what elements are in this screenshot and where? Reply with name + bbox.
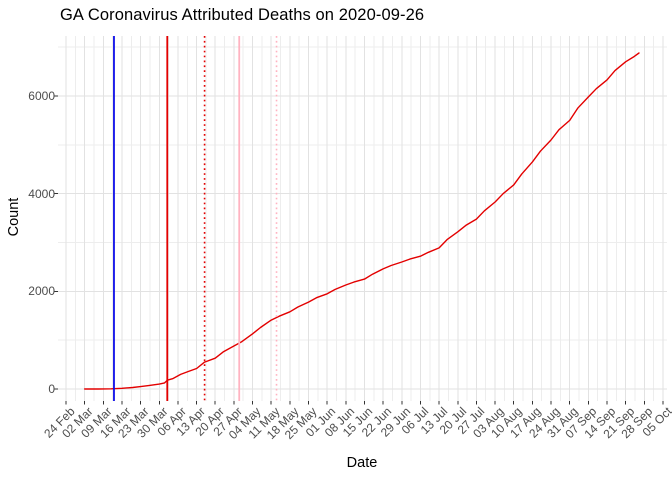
y-axis-title: Count [6, 197, 22, 237]
x-axis-title: Date [346, 455, 378, 471]
y-tick-label: 4000 [28, 186, 55, 201]
cumulative-deaths-line [83, 52, 640, 390]
chart-title: GA Coronavirus Attributed Deaths on 2020… [60, 6, 425, 24]
y-tick-label: 6000 [28, 89, 55, 103]
y-tick-label: 0 [48, 382, 55, 396]
y-tick-label: 2000 [28, 284, 55, 299]
